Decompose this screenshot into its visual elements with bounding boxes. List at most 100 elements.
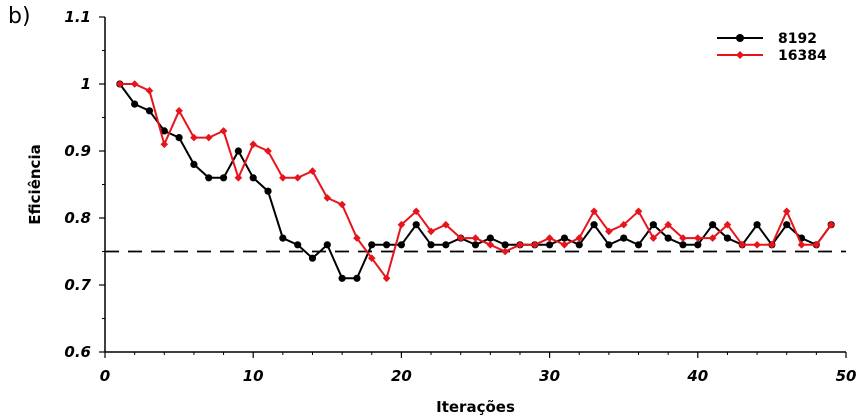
data-point bbox=[575, 234, 584, 242]
x-tick-label: 50 bbox=[836, 367, 857, 385]
data-point bbox=[575, 241, 583, 249]
data-point bbox=[190, 160, 198, 168]
data-point bbox=[486, 234, 494, 242]
data-point bbox=[442, 220, 450, 229]
data-point bbox=[708, 234, 717, 242]
data-point bbox=[664, 234, 672, 242]
data-point bbox=[753, 221, 761, 229]
legend-marker bbox=[736, 34, 744, 42]
data-point bbox=[560, 241, 569, 249]
data-point bbox=[160, 127, 168, 135]
data-point bbox=[145, 86, 154, 95]
data-point bbox=[501, 241, 509, 249]
y-tick-label: 1.1 bbox=[64, 8, 91, 26]
data-point bbox=[264, 187, 272, 195]
data-point bbox=[590, 207, 598, 216]
data-point bbox=[412, 221, 420, 229]
data-point bbox=[264, 147, 272, 155]
data-point bbox=[160, 140, 169, 149]
data-point bbox=[694, 241, 702, 249]
data-point bbox=[234, 174, 243, 182]
data-point bbox=[323, 194, 332, 202]
data-point bbox=[338, 200, 346, 209]
data-point bbox=[382, 241, 391, 249]
data-point bbox=[175, 107, 183, 115]
data-point bbox=[619, 220, 628, 229]
y-tick-label: 1 bbox=[81, 75, 91, 93]
x-tick-label: 40 bbox=[686, 367, 708, 385]
series-line bbox=[119, 83, 832, 281]
data-point bbox=[175, 134, 183, 142]
data-point bbox=[204, 133, 213, 142]
data-point bbox=[590, 221, 598, 229]
data-point bbox=[753, 241, 761, 249]
data-point bbox=[294, 241, 302, 249]
data-point bbox=[442, 241, 450, 249]
data-point bbox=[131, 100, 139, 108]
data-point bbox=[738, 241, 747, 249]
data-point bbox=[397, 241, 405, 249]
data-point bbox=[605, 241, 613, 249]
data-point bbox=[723, 220, 732, 229]
y-tick-label: 0.6 bbox=[64, 343, 91, 361]
data-point bbox=[130, 80, 139, 88]
data-point bbox=[783, 221, 791, 229]
data-point bbox=[145, 107, 154, 115]
data-point bbox=[382, 274, 391, 283]
series-16384 bbox=[116, 80, 835, 283]
data-point bbox=[353, 274, 361, 282]
series-line bbox=[119, 83, 832, 280]
data-point bbox=[664, 220, 672, 229]
y-tick-label: 0.7 bbox=[64, 276, 91, 294]
data-point bbox=[694, 234, 702, 242]
y-axis-label: Eficiência bbox=[26, 144, 44, 224]
data-point bbox=[649, 234, 658, 242]
data-point bbox=[649, 221, 657, 229]
data-point bbox=[782, 207, 791, 216]
data-point bbox=[634, 207, 643, 216]
data-point bbox=[249, 140, 257, 149]
data-point bbox=[516, 241, 524, 249]
data-point bbox=[205, 174, 213, 182]
y-tick-label: 0.8 bbox=[64, 209, 91, 227]
data-point bbox=[338, 274, 346, 282]
data-point bbox=[308, 167, 317, 175]
data-point bbox=[219, 127, 228, 135]
data-point bbox=[768, 241, 776, 249]
data-point bbox=[530, 241, 539, 249]
data-point bbox=[456, 234, 465, 242]
data-point bbox=[545, 234, 554, 242]
x-tick-label: 10 bbox=[243, 367, 264, 385]
data-point bbox=[427, 227, 435, 236]
legend-label: 8192 bbox=[778, 31, 817, 47]
data-point bbox=[620, 234, 628, 242]
series-layer bbox=[116, 80, 835, 283]
y-tick-label: 0.9 bbox=[64, 142, 91, 160]
data-point bbox=[486, 241, 495, 249]
axes: 0.6 0.7 0.8 0.9 1 1.1 0 10 20 30 40 50 bbox=[64, 8, 857, 385]
data-point bbox=[560, 234, 569, 242]
x-tick-label: 30 bbox=[539, 367, 560, 385]
data-point bbox=[279, 174, 287, 182]
data-point bbox=[471, 234, 480, 242]
data-point bbox=[249, 174, 257, 182]
x-tick-label: 20 bbox=[391, 367, 412, 385]
x-tick-label: 0 bbox=[100, 367, 110, 385]
data-point bbox=[116, 80, 124, 88]
data-point bbox=[397, 220, 406, 229]
data-point bbox=[308, 254, 317, 262]
panel-label: b) bbox=[8, 4, 31, 29]
x-axis-label: Iterações bbox=[436, 398, 515, 415]
data-point bbox=[471, 241, 480, 249]
data-point bbox=[279, 234, 287, 242]
data-point bbox=[679, 241, 687, 249]
data-point bbox=[709, 221, 717, 229]
data-point bbox=[353, 234, 361, 242]
data-point bbox=[634, 241, 643, 249]
data-point bbox=[501, 247, 509, 256]
data-point bbox=[368, 241, 376, 249]
data-point bbox=[323, 241, 331, 249]
legend-label: 16384 bbox=[778, 48, 827, 64]
